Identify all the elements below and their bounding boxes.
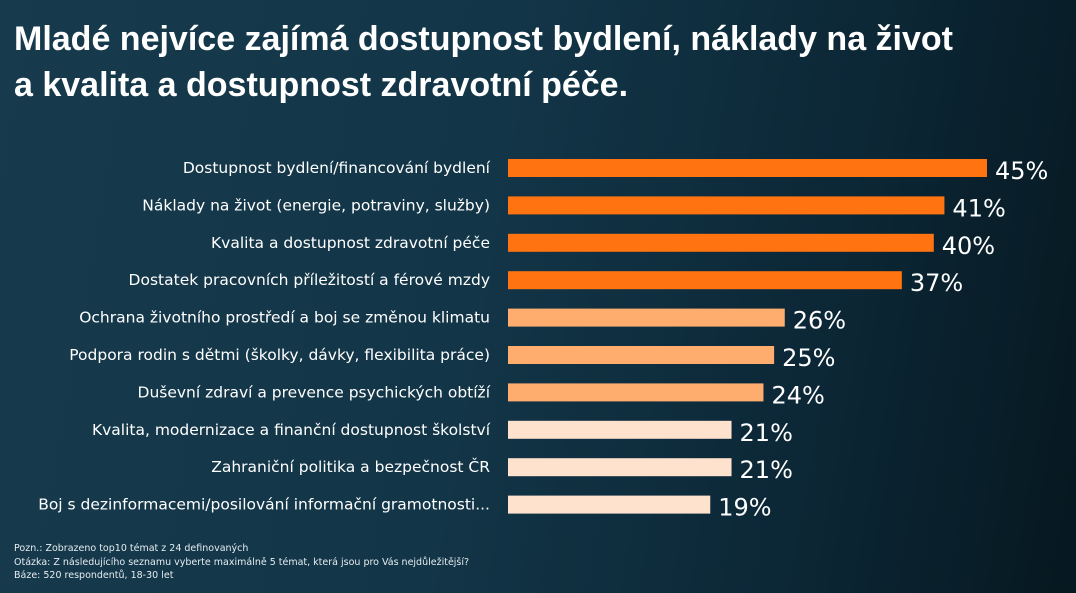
category-label: Dostupnost bydlení/financování bydlení — [183, 159, 491, 177]
bar — [508, 420, 732, 439]
category-label: Náklady na život (energie, potraviny, sl… — [142, 196, 490, 214]
value-label: 21% — [740, 456, 793, 484]
value-label: 26% — [793, 307, 846, 335]
bar — [508, 271, 902, 290]
value-label: 25% — [782, 344, 835, 372]
value-label: 41% — [952, 194, 1005, 222]
value-label: 45% — [995, 157, 1048, 185]
value-label: 19% — [718, 494, 771, 522]
footnotes: Pozn.: Zobrazeno top10 témat z 24 defino… — [14, 542, 469, 583]
bar — [508, 495, 711, 514]
category-label: Zahraniční politika a bezpečnost ČR — [211, 457, 490, 476]
footnote-note: Pozn.: Zobrazeno top10 témat z 24 defino… — [14, 543, 249, 554]
footnote-question: Otázka: Z následujícího seznamu vyberte … — [14, 556, 470, 568]
chart-title-line-1: Mladé nejvíce zajímá dostupnost bydlení,… — [14, 20, 954, 58]
bar — [508, 233, 934, 252]
category-label: Duševní zdraví a prevence psychických ob… — [138, 383, 491, 401]
category-label: Podpora rodin s dětmi (školky, dávky, fl… — [69, 346, 490, 364]
chart-title-line-2: a kvalita a dostupnost zdravotní péče. — [14, 66, 629, 104]
footnote-base: Báze: 520 respondentů, 18-30 let — [14, 570, 174, 581]
bar — [508, 458, 732, 477]
category-label: Dostatek pracovních příležitostí a férov… — [129, 271, 490, 289]
value-label: 37% — [910, 269, 963, 297]
chart-title: Mladé nejvíce zajímá dostupnost bydlení,… — [14, 16, 1054, 108]
bar — [508, 159, 987, 177]
category-label: Ochrana životního prostředí a boj se změ… — [79, 309, 490, 327]
category-label: Boj s dezinformacemi/posilování informač… — [38, 496, 490, 514]
value-label: 24% — [771, 381, 824, 409]
category-label: Kvalita a dostupnost zdravotní péče — [211, 234, 490, 252]
bar — [508, 308, 785, 327]
bar — [508, 346, 775, 364]
bar — [508, 383, 764, 402]
value-label: 21% — [740, 419, 793, 447]
bar — [508, 196, 945, 215]
category-label: Kvalita, modernizace a finanční dostupno… — [92, 421, 491, 439]
value-label: 40% — [942, 232, 995, 260]
